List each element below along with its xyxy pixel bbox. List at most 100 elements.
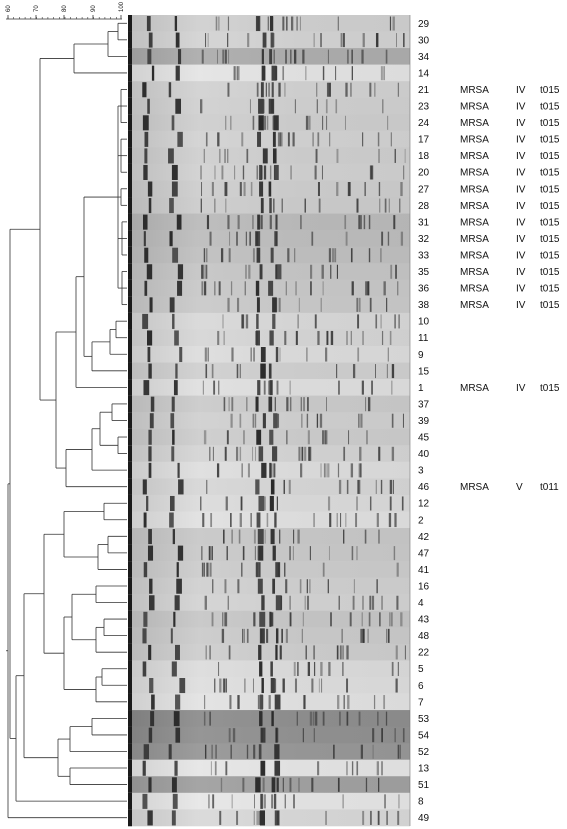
gel-lane [128,213,410,231]
mrsa-status: MRSA [460,184,489,195]
sccmec-type: IV [516,201,526,212]
gel-lane [128,428,410,446]
isolate-id: 3 [418,466,424,477]
isolate-id: 30 [418,35,430,46]
isolate-id: 23 [418,102,430,113]
mrsa-status: MRSA [460,234,489,245]
isolate-row: 18 MRSA IV t015 [418,151,560,162]
sccmec-type: IV [516,267,526,278]
isolate-id: 24 [418,118,430,129]
sccmec-type: IV [516,151,526,162]
sccmec-type: IV [516,217,526,228]
isolate-id: 16 [418,581,430,592]
isolate-id: 36 [418,284,430,295]
isolate-id: 34 [418,52,430,63]
spa-type: t015 [540,267,560,278]
spa-type: t015 [540,250,560,261]
spa-type: t015 [540,184,560,195]
isolate-row: 12 [418,499,430,510]
isolate-row: 14 [418,68,430,79]
spa-type: t015 [540,234,560,245]
sccmec-type: IV [516,250,526,261]
isolate-row: 7 [418,697,424,708]
mrsa-status: MRSA [460,217,489,228]
scale-tick-label: 80 [62,5,68,12]
isolate-row: 32 MRSA IV t015 [418,234,560,245]
mrsa-status: MRSA [460,383,489,394]
isolate-row: 11 [418,333,429,344]
gel-lane [128,329,410,347]
gel-lane [128,346,410,363]
isolate-row: 45 [418,433,430,444]
gel-lane [128,759,410,777]
isolate-row: 4 [418,598,424,609]
isolate-row: 34 [418,52,430,63]
gel-lane [128,263,410,281]
sccmec-type: IV [516,383,526,394]
gel-lane [128,147,410,165]
gel-lane [128,395,410,413]
sccmec-type: IV [516,168,526,179]
gel-lane [128,15,410,32]
isolate-id: 13 [418,764,430,775]
gel-lane [128,528,410,545]
isolate-row: 21 MRSA IV t015 [418,85,560,96]
isolate-id: 22 [418,648,430,659]
isolate-id: 52 [418,747,430,758]
isolate-row: 40 [418,449,430,460]
gel-lane [128,809,410,827]
isolate-id: 28 [418,201,430,212]
isolate-row: 29 [418,19,430,30]
isolate-id: 53 [418,714,430,725]
isolate-id: 11 [418,333,429,344]
mrsa-status: MRSA [460,250,489,261]
isolate-id: 31 [418,217,430,228]
isolate-row: 54 [418,730,430,741]
isolate-id: 46 [418,482,430,493]
isolate-row: 16 [418,581,430,592]
isolate-id: 42 [418,532,430,543]
spa-type: t011 [540,482,559,493]
gel-lane [128,594,410,612]
isolate-row: 13 [418,764,430,775]
isolate-row: 6 [418,681,424,692]
isolate-id: 4 [418,598,424,609]
mrsa-status: MRSA [460,482,489,493]
gel-lane [128,312,410,330]
sccmec-type: IV [516,118,526,129]
isolate-id: 20 [418,168,430,179]
gel-lane [128,511,410,529]
sccmec-type: IV [516,300,526,311]
spa-type: t015 [540,168,560,179]
isolate-row: 30 [418,35,430,46]
gel-lane [128,31,410,49]
isolate-id: 37 [418,399,430,410]
mrsa-status: MRSA [460,284,489,295]
isolate-row: 17 MRSA IV t015 [418,135,560,146]
spa-type: t015 [540,135,560,146]
gel-lane [128,279,410,297]
isolate-id: 10 [418,317,430,328]
mrsa-status: MRSA [460,300,489,311]
isolate-row: 51 [418,780,430,791]
isolate-id: 39 [418,416,430,427]
gel-lane [128,246,410,264]
isolate-row: 1 MRSA IV t015 [418,383,560,394]
isolate-row: 35 MRSA IV t015 [418,267,560,278]
isolate-row: 52 [418,747,430,758]
isolate-row: 24 MRSA IV t015 [418,118,560,129]
isolate-id: 1 [418,383,424,394]
gel-lane [128,494,410,512]
gel-lane [128,743,410,761]
spa-type: t015 [540,102,560,113]
sccmec-type: V [516,482,523,493]
isolate-row: 23 MRSA IV t015 [418,102,560,113]
isolate-id: 21 [418,85,430,96]
gel-lane [128,693,410,711]
isolate-id: 29 [418,19,430,30]
sccmec-type: IV [516,184,526,195]
isolate-row: 31 MRSA IV t015 [418,217,560,228]
isolate-row: 33 MRSA IV t015 [418,250,560,261]
spa-type: t015 [540,85,560,96]
